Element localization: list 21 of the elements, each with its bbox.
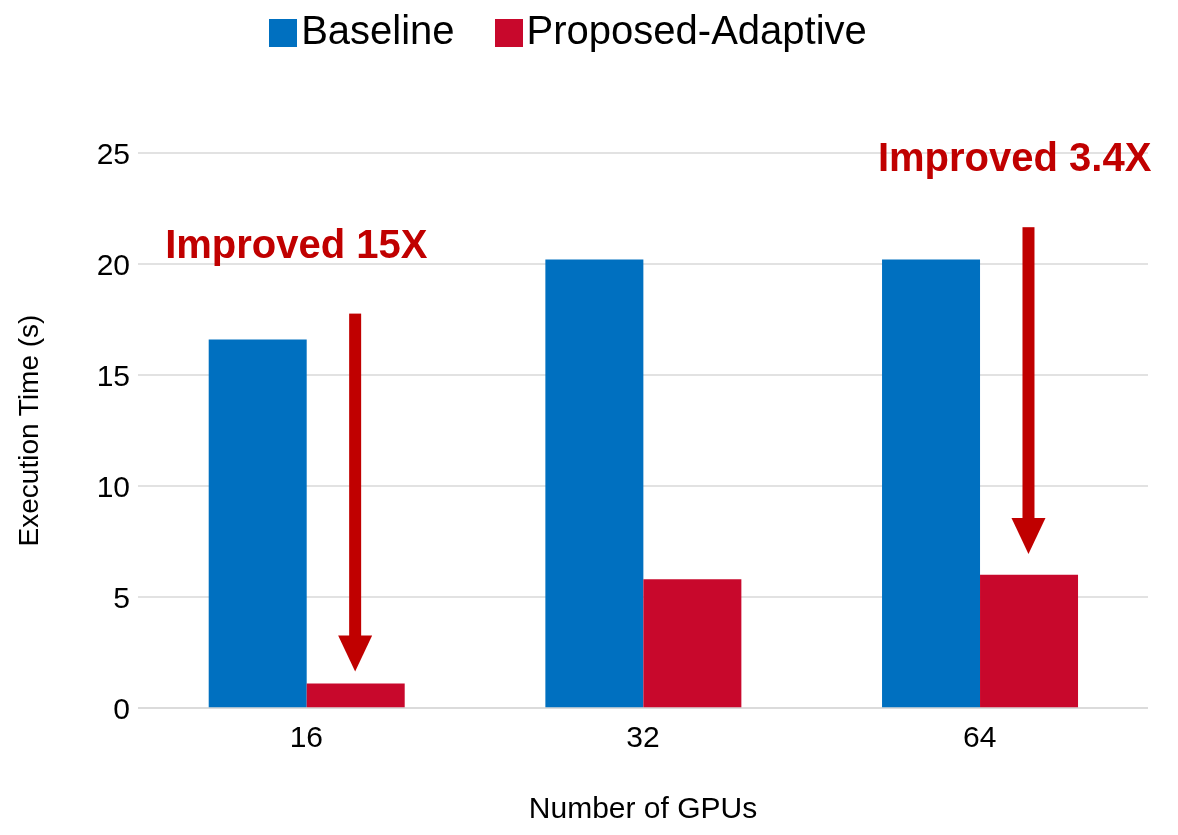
bar [882, 259, 981, 708]
legend-label: Proposed-Adaptive [526, 8, 867, 52]
annotation: Improved 15X [165, 221, 428, 266]
y-tick-label: 5 [113, 580, 130, 614]
y-tick-label: 25 [96, 136, 130, 170]
bar [208, 339, 307, 708]
bar [643, 579, 742, 708]
y-axis-title: Execution Time (s) [12, 314, 44, 547]
bar [545, 259, 644, 708]
y-tick-label: 15 [96, 358, 130, 392]
y-tick-label: 10 [96, 469, 130, 503]
bar [980, 574, 1079, 708]
bar [306, 683, 405, 708]
legend-label: Baseline [301, 8, 455, 52]
annotation: Improved 3.4X [877, 135, 1152, 180]
y-tick-label: 0 [113, 691, 130, 725]
x-tick-label: 64 [962, 720, 997, 754]
y-tick-label: 20 [96, 247, 130, 281]
x-axis-title: Number of GPUs [528, 791, 758, 824]
x-tick-label: 32 [626, 720, 660, 754]
x-tick-label: 16 [289, 720, 324, 754]
